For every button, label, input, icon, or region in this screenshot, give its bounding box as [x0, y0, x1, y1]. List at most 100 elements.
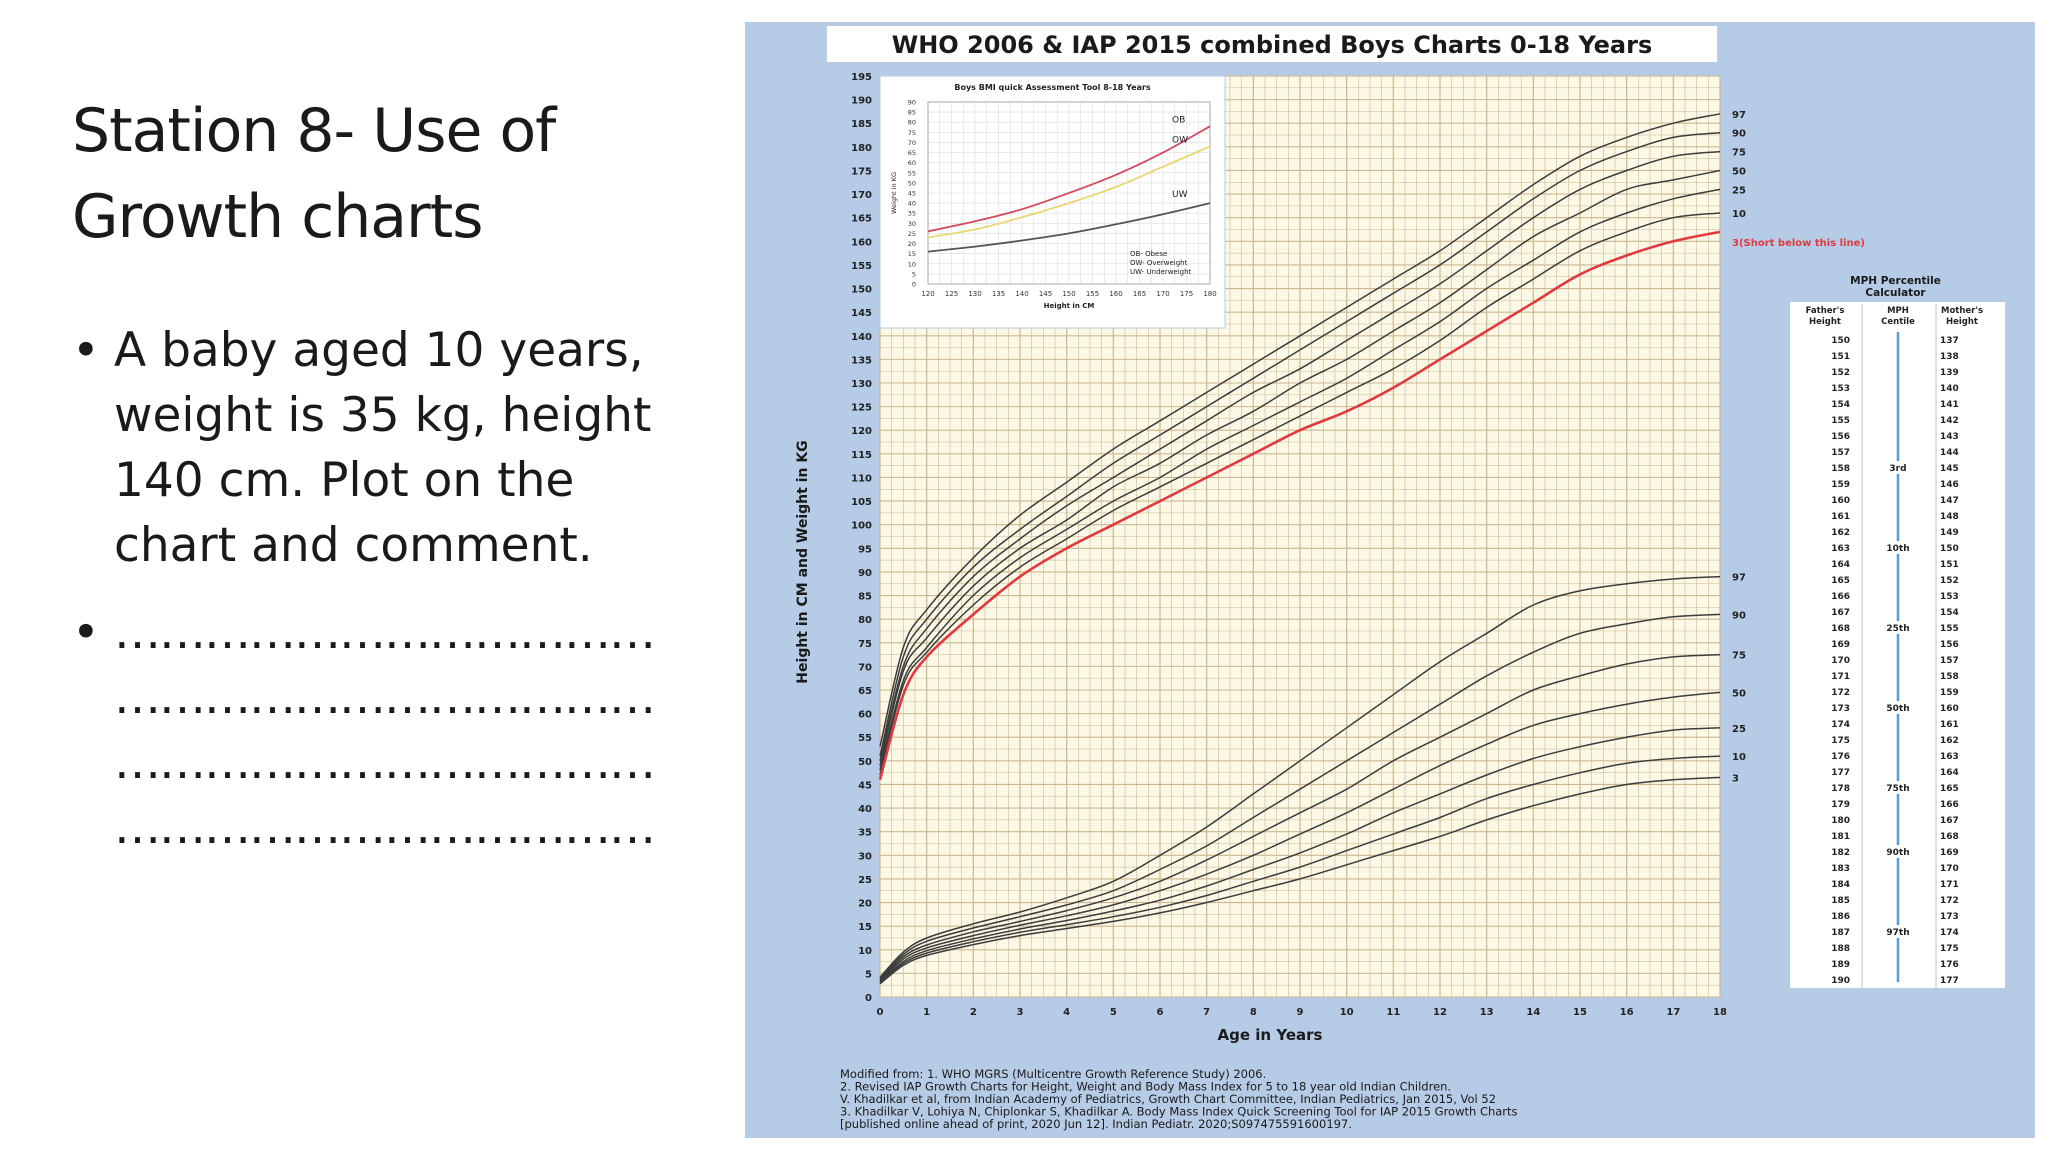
mph-father-height: 164 — [1831, 560, 1850, 570]
mph-father-height: 150 — [1831, 336, 1850, 346]
bmi-x-tick: 160 — [1109, 290, 1122, 298]
mph-mother-height: 174 — [1940, 928, 1959, 938]
mph-father-height: 167 — [1831, 608, 1850, 618]
x-tick-label: 8 — [1250, 1007, 1257, 1018]
mph-mother-height: 157 — [1940, 656, 1959, 666]
height-curve-0 — [879, 113, 1721, 747]
mph-mother-height: 151 — [1940, 560, 1959, 570]
y-tick-label: 185 — [851, 119, 872, 130]
mph-father-height: 179 — [1831, 800, 1850, 810]
mph-father-height: 184 — [1831, 880, 1850, 890]
mph-father-height: 177 — [1831, 768, 1850, 778]
weight-percentile-label: 97 — [1732, 573, 1746, 584]
y-tick-label: 100 — [851, 521, 872, 532]
mph-father-height: 156 — [1831, 432, 1850, 442]
weight-percentile-label: 3 — [1732, 773, 1739, 784]
mph-centile-label-bg — [1884, 925, 1912, 938]
bmi-inset-box — [879, 75, 1226, 329]
y-tick-label: 135 — [851, 355, 872, 366]
height-curve-3 — [879, 169, 1721, 766]
mph-mother-height: 162 — [1940, 736, 1959, 746]
bullet-question: A baby aged 10 years, weight is 35 kg, h… — [72, 318, 692, 578]
mph-mother-height: 175 — [1940, 944, 1959, 954]
mph-mother-height: 169 — [1940, 848, 1959, 858]
mph-column-header: Father's — [1806, 306, 1845, 316]
height-percentile-label: 3(Short below this line) — [1732, 238, 1865, 249]
bmi-y-tick: 50 — [908, 179, 916, 187]
mph-centile-label-bg — [1884, 541, 1912, 554]
y-tick-label: 5 — [865, 969, 872, 980]
mph-centile-label: 10th — [1886, 544, 1909, 554]
mph-centile-label: 25th — [1886, 624, 1909, 634]
bmi-y-tick: 60 — [908, 159, 916, 167]
y-tick-label: 130 — [851, 379, 872, 390]
figure-title-box — [827, 26, 1717, 62]
mph-mother-height: 172 — [1940, 896, 1959, 906]
mph-column-header: MPH — [1887, 306, 1909, 316]
y-tick-label: 105 — [851, 497, 872, 508]
mph-father-height: 182 — [1831, 848, 1850, 858]
y-tick-label: 80 — [858, 615, 872, 626]
x-tick-label: 18 — [1713, 1007, 1727, 1018]
y-tick-label: 70 — [858, 662, 872, 673]
figure-title: WHO 2006 & IAP 2015 combined Boys Charts… — [892, 31, 1652, 59]
mph-father-height: 165 — [1831, 576, 1850, 586]
bmi-x-tick: 120 — [921, 290, 934, 298]
mph-mother-height: 159 — [1940, 688, 1959, 698]
y-tick-label: 140 — [851, 332, 872, 343]
y-tick-label: 40 — [858, 804, 872, 815]
mph-mother-height: 155 — [1940, 624, 1959, 634]
mph-column-header: Height — [1809, 317, 1841, 327]
y-tick-label: 45 — [858, 780, 872, 791]
weight-percentile-label: 75 — [1732, 651, 1746, 662]
bmi-x-label: Height in CM — [1044, 302, 1095, 310]
mph-mother-height: 137 — [1940, 336, 1959, 346]
bmi-y-label: Weight in KG — [890, 172, 898, 214]
mph-father-height: 162 — [1831, 528, 1850, 538]
weight-percentile-label: 90 — [1732, 610, 1746, 621]
weight-curve-2 — [879, 653, 1721, 981]
x-tick-label: 15 — [1573, 1007, 1587, 1018]
mph-mother-height: 154 — [1940, 608, 1959, 618]
y-axis-label: Height in CM and Weight in KG — [795, 440, 811, 683]
x-tick-label: 16 — [1620, 1007, 1634, 1018]
height-curve-4 — [879, 188, 1721, 771]
footnote-line: V. Khadilkar et al, from Indian Academy … — [840, 1092, 1496, 1106]
weight-curve-0 — [879, 575, 1721, 978]
mph-father-height: 153 — [1831, 384, 1850, 394]
mph-mother-height: 140 — [1940, 384, 1959, 394]
bmi-curve-uw — [927, 202, 1211, 253]
bmi-y-tick: 10 — [908, 260, 916, 268]
y-tick-label: 30 — [858, 851, 872, 862]
y-tick-label: 120 — [851, 426, 872, 437]
mph-mother-height: 147 — [1940, 496, 1959, 506]
y-tick-label: 110 — [851, 473, 872, 484]
weight-curve-4 — [879, 727, 1721, 983]
mph-centile-label: 90th — [1886, 848, 1909, 858]
mph-father-height: 186 — [1831, 912, 1850, 922]
y-tick-label: 160 — [851, 237, 872, 248]
bmi-curve-ob — [927, 125, 1211, 233]
y-tick-label: 50 — [858, 757, 872, 768]
bmi-curve-ow — [927, 145, 1211, 239]
footnote: Modified from: 1. WHO MGRS (Multicentre … — [840, 1067, 1518, 1131]
y-tick-label: 95 — [858, 544, 872, 555]
bmi-x-tick: 175 — [1180, 290, 1193, 298]
mph-centile-label: 3rd — [1889, 464, 1906, 474]
mph-father-height: 183 — [1831, 864, 1850, 874]
bmi-y-tick: 75 — [908, 129, 916, 137]
x-tick-label: 10 — [1340, 1007, 1354, 1018]
slide-title-line: Growth charts — [72, 182, 483, 252]
y-tick-label: 20 — [858, 899, 872, 910]
y-tick-label: 90 — [858, 568, 872, 579]
mph-mother-height: 177 — [1940, 976, 1959, 986]
mph-mother-height: 141 — [1940, 400, 1959, 410]
y-tick-label: 15 — [858, 922, 872, 933]
mph-centile-label-bg — [1884, 781, 1912, 794]
mph-mother-height: 142 — [1940, 416, 1959, 426]
mph-father-height: 155 — [1831, 416, 1850, 426]
bmi-y-tick: 45 — [908, 190, 916, 198]
bmi-y-tick: 30 — [908, 220, 916, 228]
y-tick-label: 150 — [851, 285, 872, 296]
bmi-y-tick: 0 — [912, 281, 916, 289]
